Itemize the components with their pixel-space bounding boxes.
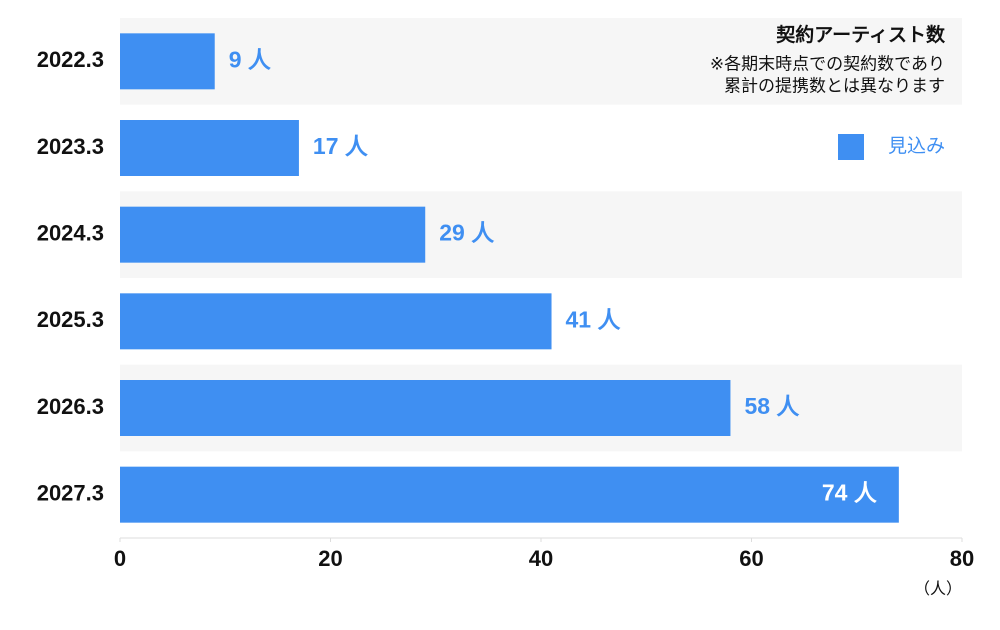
y-tick-label: 2027.3 [37,480,104,505]
data-label: 74 人 [822,480,878,506]
x-tick-label: 60 [739,546,763,571]
x-tick-label: 20 [318,546,342,571]
plot: 0 20 40 60 80 2022.3 9 人 2023.3 17 人 2024.3 29 人 20… [37,33,974,571]
bar [120,206,426,263]
bar [120,33,215,90]
data-label: 29 人 [439,220,495,246]
legend-label: 見込み [888,135,945,157]
bar [120,380,731,436]
y-tick-label: 2024.3 [37,220,104,245]
row-bands [120,18,962,452]
y-tick-label: 2026.3 [37,394,104,419]
data-label: 9 人 [229,46,272,72]
y-tick-label: 2022.3 [37,47,104,72]
y-tick-label: 2025.3 [37,307,104,332]
chart-title: 契約アーティスト数 [775,23,946,46]
x-tick-label: 40 [529,546,553,571]
y-tick-label: 2023.3 [37,134,104,159]
bar [120,293,552,350]
x-unit-label: （人） [914,580,962,598]
bar [120,466,899,523]
bar [120,120,299,176]
legend-swatch [838,134,864,160]
data-label: 58 人 [744,393,800,419]
data-label: 17 人 [313,133,369,159]
subtitle: 累計の提携数とは異なります [724,76,945,95]
subtitle: ※各期末時点での契約数であり [710,54,945,73]
x-tick-label: 80 [950,546,974,571]
data-label: 41 人 [566,306,622,332]
row-band [120,18,962,105]
x-tick-label: 0 [114,546,126,571]
